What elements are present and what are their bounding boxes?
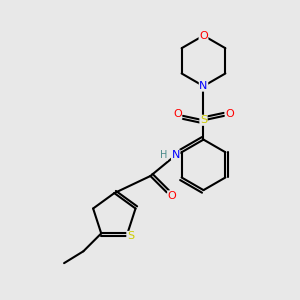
Text: N: N [172, 150, 180, 160]
Text: O: O [173, 109, 182, 119]
Text: O: O [225, 109, 234, 119]
Text: O: O [199, 31, 208, 40]
Text: S: S [200, 115, 207, 125]
Text: N: N [199, 81, 208, 91]
Text: S: S [127, 231, 134, 242]
Text: O: O [168, 191, 176, 201]
Text: H: H [160, 150, 167, 160]
